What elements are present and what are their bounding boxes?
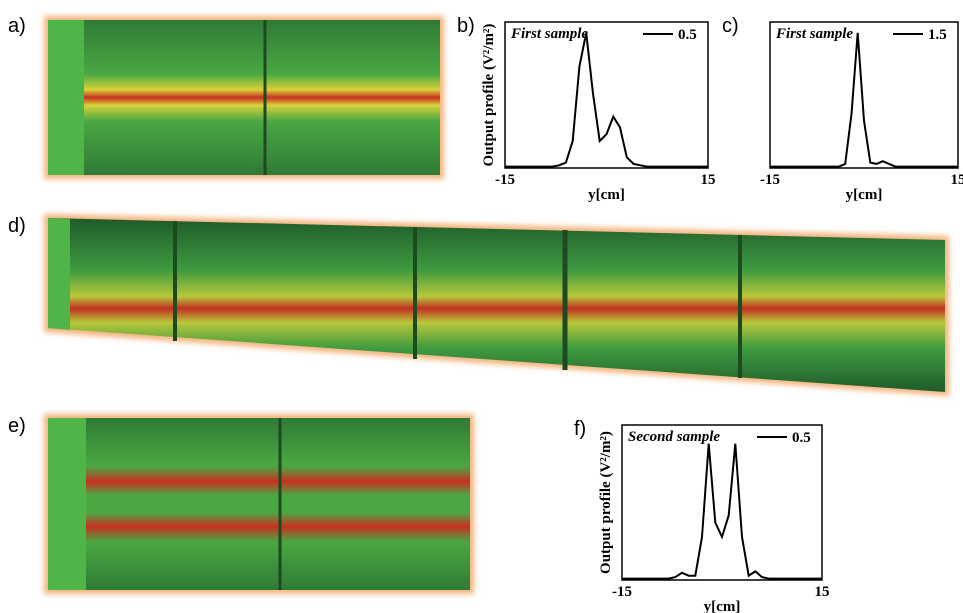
line-series (770, 32, 958, 168)
annotation: First sample (510, 26, 588, 42)
plot-frame (504, 21, 709, 169)
plot-frame (769, 21, 959, 169)
line-series (505, 32, 708, 168)
field-map-a (44, 16, 444, 179)
line-series (622, 443, 822, 580)
x-tick-label: 15 (815, 584, 830, 600)
x-axis-label: y[cm] (588, 187, 625, 203)
x-tick-label: -15 (760, 172, 780, 188)
panel-label: a) (8, 15, 26, 37)
field-map-e (44, 414, 474, 594)
panel-label: e) (8, 415, 26, 437)
annotation: Second sample (628, 429, 720, 445)
plot-frame (621, 424, 823, 581)
x-tick-label: -15 (495, 172, 515, 188)
x-tick-label: 15 (701, 172, 716, 188)
y-axis-label: Output profile (V²/m²) (598, 431, 614, 574)
x-tick-label: 15 (951, 172, 963, 188)
y-axis-label: Output profile (V²/m²) (481, 24, 497, 167)
legend-label: 0.5 (678, 27, 697, 43)
legend-label: 0.5 (792, 430, 811, 446)
x-tick-label: -15 (612, 584, 632, 600)
panel-label: f) (574, 418, 586, 440)
legend-label: 1.5 (928, 27, 947, 43)
panel-label: b) (457, 15, 475, 37)
panel-label: d) (8, 215, 26, 237)
field-map-d (44, 214, 949, 396)
x-axis-label: y[cm] (704, 599, 741, 613)
panel-label: c) (722, 15, 739, 37)
annotation: First sample (775, 26, 853, 42)
x-axis-label: y[cm] (846, 187, 883, 203)
